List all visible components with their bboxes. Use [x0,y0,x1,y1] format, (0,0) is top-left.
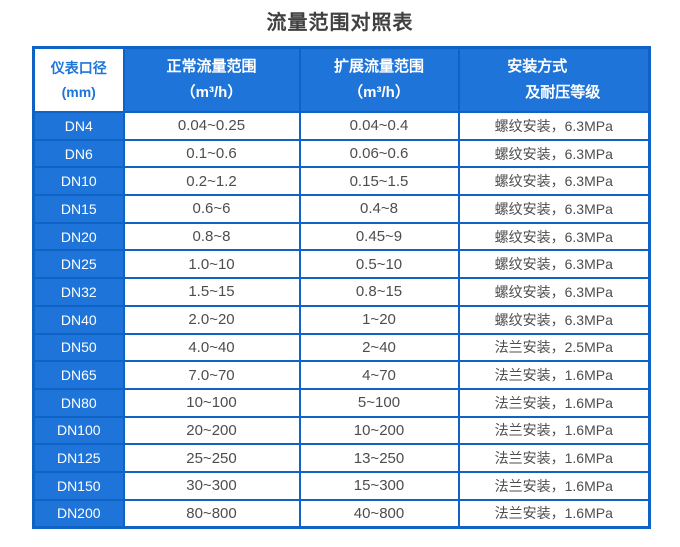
table-row: DN150 30~300 15~300 法兰安装，1.6MPa [32,470,651,501]
header-caliber-line1: 仪表口径 [50,59,107,76]
normal-range-cell: 0.04~0.25 [122,111,301,141]
normal-range-cell: 0.2~1.2 [122,166,301,197]
header-normal-line1: 正常流量范围 [166,57,257,75]
extended-range-cell: 0.15~1.5 [298,166,460,197]
caliber-cell: DN4 [32,111,125,141]
caliber-cell: DN10 [32,166,125,197]
normal-range-cell: 0.1~0.6 [122,138,301,169]
caliber-cell: DN40 [32,304,125,335]
normal-range-cell: 30~300 [122,470,301,501]
normal-range-cell: 0.8~8 [122,221,301,252]
normal-range-cell: 1.5~15 [122,277,301,307]
table-row: DN10 0.2~1.2 0.15~1.5 螺纹安装，6.3MPa [32,166,651,197]
installation-cell: 法兰安装，1.6MPa [457,360,651,390]
table-row: DN200 80~800 40~800 法兰安装，1.6MPa [32,498,651,529]
installation-cell: 法兰安装，1.6MPa [457,415,651,446]
header-caliber: 仪表口径 (mm) [32,46,125,113]
header-installation: 安装方式 及耐压等级 [457,46,651,113]
page-title: 流量范围对照表 [266,12,414,34]
installation-cell: 螺纹安装，6.3MPa [457,138,651,169]
normal-range-cell: 1.0~10 [122,249,301,280]
normal-range-cell: 7.0~70 [122,360,301,390]
table-row: DN125 25~250 13~250 法兰安装，1.6MPa [32,443,651,473]
extended-range-cell: 5~100 [298,387,460,418]
normal-range-cell: 4.0~40 [122,332,301,363]
installation-cell: 法兰安装，2.5MPa [457,332,651,363]
extended-range-cell: 0.4~8 [298,194,460,224]
extended-range-cell: 1~20 [298,304,460,335]
caliber-cell: DN200 [32,498,125,529]
header-extended-line2: （m³/h） [348,84,410,101]
caliber-cell: DN125 [32,443,125,473]
extended-range-cell: 0.5~10 [298,249,460,280]
installation-cell: 法兰安装，1.6MPa [457,387,651,418]
table-row: DN80 10~100 5~100 法兰安装，1.6MPa [32,387,651,418]
installation-cell: 法兰安装，1.6MPa [457,498,651,529]
installation-cell: 螺纹安装，6.3MPa [457,221,651,252]
table-row: DN40 2.0~20 1~20 螺纹安装，6.3MPa [32,304,651,335]
installation-cell: 法兰安装，1.6MPa [457,470,651,501]
extended-range-cell: 2~40 [298,332,460,363]
installation-cell: 法兰安装，1.6MPa [457,443,651,473]
extended-range-cell: 0.06~0.6 [298,138,460,169]
caliber-cell: DN150 [32,470,125,501]
installation-cell: 螺纹安装，6.3MPa [457,249,651,280]
normal-range-cell: 25~250 [122,443,301,473]
header-caliber-line2: (mm) [61,84,96,100]
normal-range-cell: 2.0~20 [122,304,301,335]
installation-cell: 螺纹安装，6.3MPa [457,277,651,307]
table-row: DN25 1.0~10 0.5~10 螺纹安装，6.3MPa [32,249,651,280]
flow-range-table: 仪表口径 (mm) 正常流量范围 （m³/h） 扩展流量范围 （m³/h） 安装… [32,46,651,530]
caliber-cell: DN50 [32,332,125,363]
extended-range-cell: 15~300 [298,470,460,501]
normal-range-cell: 0.6~6 [122,194,301,224]
header-extended-range: 扩展流量范围 （m³/h） [298,46,460,113]
extended-range-cell: 10~200 [298,415,460,446]
header-install-line1: 安装方式 [507,57,568,75]
table-row: DN15 0.6~6 0.4~8 螺纹安装，6.3MPa [32,194,651,224]
caliber-cell: DN15 [32,194,125,224]
installation-cell: 螺纹安装，6.3MPa [457,304,651,335]
extended-range-cell: 0.04~0.4 [298,111,460,141]
table-row: DN6 0.1~0.6 0.06~0.6 螺纹安装，6.3MPa [32,138,651,169]
caliber-cell: DN25 [32,249,125,280]
installation-cell: 螺纹安装，6.3MPa [457,166,651,197]
extended-range-cell: 40~800 [298,498,460,529]
caliber-cell: DN6 [32,138,125,169]
header-normal-line2: （m³/h） [180,84,243,101]
table-row: DN50 4.0~40 2~40 法兰安装，2.5MPa [32,332,651,363]
table-row: DN65 7.0~70 4~70 法兰安装，1.6MPa [32,360,651,390]
header-installation-inner: 安装方式 及耐压等级 [507,54,600,107]
table-row: DN4 0.04~0.25 0.04~0.4 螺纹安装，6.3MPa [32,111,651,141]
caliber-cell: DN65 [32,360,125,390]
normal-range-cell: 20~200 [122,415,301,446]
header-normal-range: 正常流量范围 （m³/h） [122,46,301,113]
caliber-cell: DN80 [32,387,125,418]
table-row: DN100 20~200 10~200 法兰安装，1.6MPa [32,415,651,446]
extended-range-cell: 13~250 [298,443,460,473]
extended-range-cell: 0.8~15 [298,277,460,307]
normal-range-cell: 80~800 [122,498,301,529]
caliber-cell: DN20 [32,221,125,252]
caliber-cell: DN32 [32,277,125,307]
installation-cell: 螺纹安装，6.3MPa [457,194,651,224]
normal-range-cell: 10~100 [122,387,301,418]
header-install-line2: 及耐压等级 [525,84,601,101]
extended-range-cell: 0.45~9 [298,221,460,252]
table-header-row: 仪表口径 (mm) 正常流量范围 （m³/h） 扩展流量范围 （m³/h） 安装… [32,46,651,113]
table-row: DN32 1.5~15 0.8~15 螺纹安装，6.3MPa [32,277,651,307]
header-extended-line1: 扩展流量范围 [333,57,424,75]
installation-cell: 螺纹安装，6.3MPa [457,111,651,141]
caliber-cell: DN100 [32,415,125,446]
table-row: DN20 0.8~8 0.45~9 螺纹安装，6.3MPa [32,221,651,252]
extended-range-cell: 4~70 [298,360,460,390]
